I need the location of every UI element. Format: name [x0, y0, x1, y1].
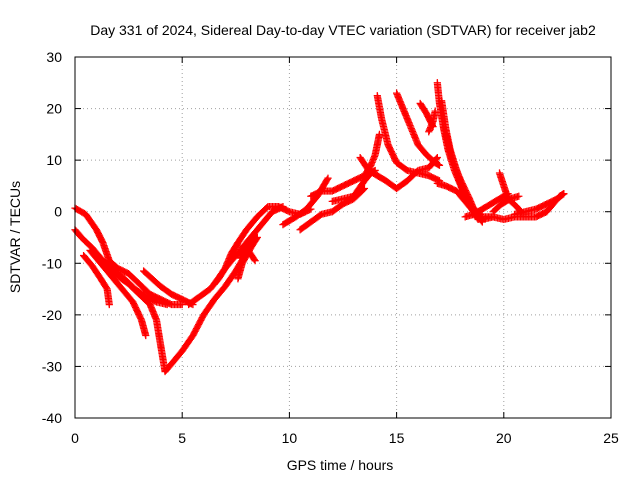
data-point — [474, 215, 482, 224]
y-tick-labels: -40 -30 -20 -10 0 10 20 30 — [42, 49, 62, 426]
series-arc-12 — [236, 244, 259, 265]
data-point — [250, 255, 258, 264]
series-arc-17 — [356, 153, 441, 193]
y-tick-label: 0 — [54, 204, 62, 220]
y-tick-label: 30 — [46, 49, 62, 65]
y-tick-label: -30 — [42, 358, 62, 374]
series-arc-28 — [489, 192, 523, 216]
y-axis-label: SDTVAR / TECUs — [7, 181, 23, 293]
series-arc-3 — [79, 251, 113, 309]
x-axis-label: GPS time / hours — [287, 457, 394, 473]
data-point — [105, 300, 113, 309]
data-point — [433, 153, 441, 162]
y-tick-label: 20 — [46, 101, 62, 117]
series-arc-4 — [86, 246, 150, 340]
x-tick-labels: 0 5 10 15 20 25 — [71, 430, 619, 446]
plot-frame — [74, 56, 612, 419]
x-tick-label: 15 — [389, 430, 405, 446]
x-tick-label: 0 — [71, 430, 79, 446]
data-point — [279, 202, 287, 211]
data-point — [163, 300, 171, 309]
series-arc-15 — [307, 130, 384, 200]
y-tick-label: -20 — [42, 307, 62, 323]
data-point — [477, 217, 486, 225]
y-tick-label: -10 — [42, 255, 62, 271]
data-point — [473, 214, 481, 222]
data-point — [560, 190, 568, 198]
series-arc-19 — [393, 89, 444, 169]
data-point — [323, 175, 331, 184]
series-arc-21 — [425, 107, 439, 136]
y-tick-label: -40 — [42, 410, 62, 426]
chart-title: Day 331 of 2024, Sidereal Day-to-day VTE… — [90, 22, 596, 38]
data-point — [324, 174, 332, 182]
data-point — [435, 161, 444, 169]
x-tick-label: 25 — [603, 430, 619, 446]
data-point — [142, 331, 150, 340]
series-arc-11 — [238, 202, 287, 252]
series-arc-18 — [373, 92, 444, 185]
data-point — [515, 192, 523, 200]
x-tick-label: 20 — [496, 430, 512, 446]
x-tick-label: 10 — [282, 430, 298, 446]
series-arc-13 — [296, 184, 369, 234]
data-points — [71, 79, 568, 376]
grid — [75, 57, 611, 418]
data-point — [253, 233, 261, 242]
x-tick-label: 5 — [178, 430, 186, 446]
data-point — [251, 257, 259, 265]
series-arc-30 — [510, 190, 568, 218]
series-arc-1 — [71, 204, 186, 309]
data-point — [252, 235, 261, 243]
y-tick-label: 10 — [46, 152, 62, 168]
series-arc-26 — [461, 190, 512, 221]
data-point — [559, 190, 567, 199]
